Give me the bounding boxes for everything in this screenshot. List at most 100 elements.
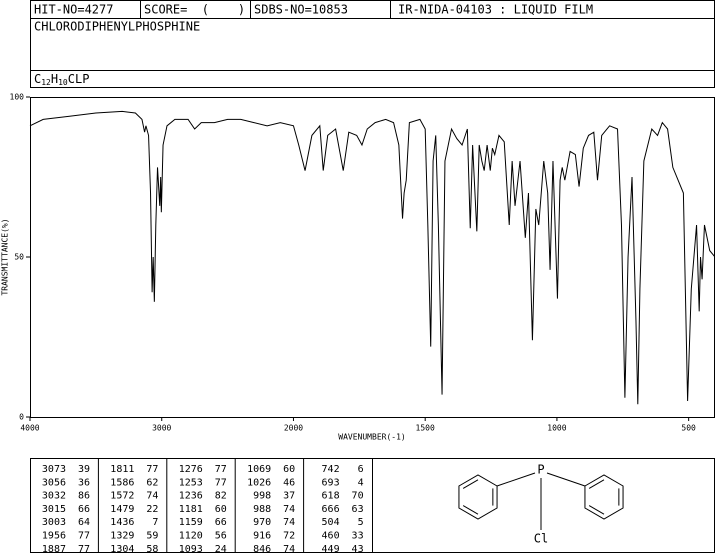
- peak-wavenumber: 666: [322, 504, 340, 515]
- peak-transmittance: 60: [283, 464, 295, 475]
- peak-transmittance: 70: [352, 491, 364, 502]
- peak-transmittance: 5: [358, 517, 364, 528]
- formula-part: CLP: [68, 72, 90, 86]
- peak-wavenumber: 846: [253, 544, 271, 553]
- formula-sub: 12: [41, 78, 51, 87]
- peak-wavenumber: 970: [253, 517, 271, 528]
- benzene-ring: [584, 474, 624, 520]
- peak-transmittance: 58: [146, 544, 158, 553]
- peak-transmittance: 43: [352, 544, 364, 553]
- formula-sub: 10: [58, 78, 68, 87]
- peak-transmittance: 66: [78, 504, 90, 515]
- peak-wavenumber: 1479: [110, 504, 134, 515]
- peak-wavenumber: 504: [322, 517, 340, 528]
- peak-transmittance: 77: [78, 531, 90, 542]
- double-bond: [588, 479, 605, 489]
- peak-wavenumber: 916: [253, 531, 271, 542]
- peak-transmittance: 7: [152, 517, 158, 528]
- peak-wavenumber: 998: [253, 491, 271, 502]
- atom-label: P: [537, 463, 544, 477]
- peak-wavenumber: 1026: [247, 477, 271, 488]
- peak-transmittance: 4: [358, 477, 364, 488]
- double-bond: [462, 505, 479, 515]
- x-tick-label: 500: [681, 424, 696, 433]
- peak-transmittance: 22: [146, 504, 158, 515]
- peak-wavenumber: 1956: [42, 531, 66, 542]
- peak-wavenumber: 1120: [179, 531, 203, 542]
- y-axis-label: TRANSMITTANCE(%): [1, 218, 10, 295]
- peak-wavenumber: 1329: [110, 531, 134, 542]
- y-tick-label: 100: [10, 93, 25, 102]
- peak-wavenumber: 449: [322, 544, 340, 553]
- formula: C12H10CLP: [34, 72, 89, 87]
- peak-wavenumber: 3073: [42, 464, 66, 475]
- peak-transmittance: 72: [283, 531, 295, 542]
- y-tick-label: 50: [14, 253, 24, 262]
- bond: [496, 472, 536, 487]
- peak-transmittance: 77: [215, 464, 227, 475]
- peak-wavenumber: 1304: [110, 544, 134, 553]
- peak-wavenumber: 1276: [179, 464, 203, 475]
- peak-wavenumber: 1159: [179, 517, 203, 528]
- plot-frame: [30, 97, 715, 418]
- header-frame: [30, 0, 715, 88]
- peak-wavenumber: 1093: [179, 544, 203, 553]
- structure: P Cl: [458, 463, 624, 546]
- peak-wavenumber: 742: [322, 464, 340, 475]
- compound-name: CHLORODIPHENYLPHOSPHINE: [34, 20, 200, 34]
- peak-transmittance: 77: [215, 477, 227, 488]
- peak-wavenumber: 1236: [179, 491, 203, 502]
- peak-wavenumber: 1181: [179, 504, 203, 515]
- formula-part: H: [51, 72, 58, 86]
- peak-wavenumber: 1811: [110, 464, 134, 475]
- peak-transmittance: 74: [146, 491, 158, 502]
- peak-transmittance: 63: [352, 504, 364, 515]
- peak-transmittance: 86: [78, 491, 90, 502]
- atom-label: Cl: [534, 532, 548, 546]
- peak-wavenumber: 3015: [42, 504, 66, 515]
- peak-transmittance: 77: [78, 544, 90, 553]
- peak-transmittance: 56: [215, 531, 227, 542]
- x-axis-label: WAVENUMBER(-1): [338, 433, 405, 442]
- formula-part: C: [34, 72, 41, 86]
- hit-no: HIT-NO=4277: [34, 3, 113, 17]
- x-tick-label: 1500: [416, 424, 435, 433]
- benzene-ring: [458, 474, 498, 520]
- x-tick-label: 1000: [547, 424, 566, 433]
- peak-wavenumber: 1436: [110, 517, 134, 528]
- peak-wavenumber: 1887: [42, 544, 66, 553]
- peak-transmittance: 59: [146, 531, 158, 542]
- peak-transmittance: 77: [146, 464, 158, 475]
- peak-wavenumber: 460: [322, 531, 340, 542]
- peak-transmittance: 33: [352, 531, 364, 542]
- peak-wavenumber: 3032: [42, 491, 66, 502]
- peak-wavenumber: 3003: [42, 517, 66, 528]
- peak-transmittance: 39: [78, 464, 90, 475]
- peak-transmittance: 60: [215, 504, 227, 515]
- x-tick-label: 2000: [284, 424, 303, 433]
- peak-transmittance: 46: [283, 477, 295, 488]
- peak-wavenumber: 1572: [110, 491, 134, 502]
- bond: [546, 472, 586, 487]
- peak-transmittance: 66: [215, 517, 227, 528]
- peak-transmittance: 82: [215, 491, 227, 502]
- score: SCORE= ( ): [144, 3, 245, 17]
- sdbs-no: SDBS-NO=10853: [254, 3, 348, 17]
- peak-transmittance: 74: [283, 517, 295, 528]
- double-bond: [462, 479, 479, 489]
- peak-transmittance: 6: [358, 464, 364, 475]
- spectrum-line: [29, 110, 715, 405]
- peak-wavenumber: 693: [322, 477, 340, 488]
- peak-wavenumber: 3056: [42, 477, 66, 488]
- peak-wavenumber: 1586: [110, 477, 134, 488]
- peak-transmittance: 74: [283, 544, 295, 553]
- method: IR-NIDA-04103 : LIQUID FILM: [398, 3, 593, 17]
- y-tick-label: 0: [19, 413, 24, 422]
- peak-wavenumber: 1253: [179, 477, 203, 488]
- peak-wavenumber: 1069: [247, 464, 271, 475]
- peak-transmittance: 62: [146, 477, 158, 488]
- peak-wavenumber: 618: [322, 491, 340, 502]
- x-tick-label: 3000: [152, 424, 171, 433]
